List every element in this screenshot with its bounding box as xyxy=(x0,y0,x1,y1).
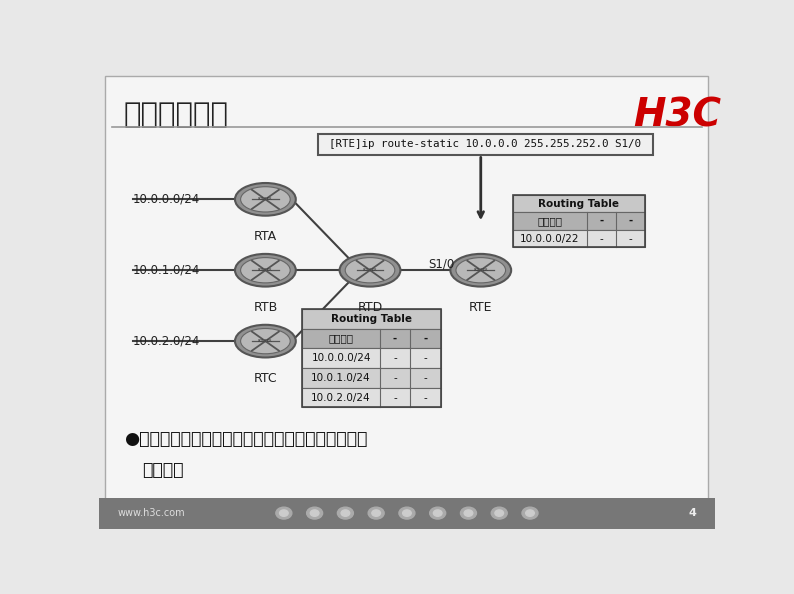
Circle shape xyxy=(372,510,380,516)
FancyBboxPatch shape xyxy=(303,388,441,407)
Text: -: - xyxy=(599,216,603,226)
Text: S1/0: S1/0 xyxy=(429,258,455,271)
FancyBboxPatch shape xyxy=(513,212,645,230)
Text: 10.0.0.0/24: 10.0.0.0/24 xyxy=(133,193,200,206)
FancyBboxPatch shape xyxy=(303,309,441,329)
Circle shape xyxy=(434,510,442,516)
Text: 10.0.1.0/24: 10.0.1.0/24 xyxy=(311,373,371,383)
Circle shape xyxy=(522,507,538,519)
FancyBboxPatch shape xyxy=(303,329,441,349)
Text: Routing Table: Routing Table xyxy=(331,314,412,324)
FancyBboxPatch shape xyxy=(513,230,645,247)
Text: RTC: RTC xyxy=(253,372,277,386)
Circle shape xyxy=(430,507,445,519)
Text: -: - xyxy=(424,393,427,403)
Ellipse shape xyxy=(450,254,511,286)
Ellipse shape xyxy=(241,187,290,212)
Text: Routing Table: Routing Table xyxy=(538,198,619,208)
Text: 路由聚合: 路由聚合 xyxy=(142,461,184,479)
Ellipse shape xyxy=(235,183,296,216)
Text: -: - xyxy=(423,334,428,343)
Text: www.h3c.com: www.h3c.com xyxy=(118,508,185,518)
Ellipse shape xyxy=(235,254,296,286)
FancyBboxPatch shape xyxy=(303,349,441,368)
Text: -: - xyxy=(424,353,427,364)
Text: 10.0.0.0/24: 10.0.0.0/24 xyxy=(311,353,371,364)
Circle shape xyxy=(341,510,349,516)
Circle shape xyxy=(337,507,353,519)
FancyBboxPatch shape xyxy=(513,195,645,212)
Circle shape xyxy=(279,510,288,516)
Circle shape xyxy=(306,507,322,519)
Text: ROUTER: ROUTER xyxy=(258,197,272,201)
Circle shape xyxy=(403,510,411,516)
FancyBboxPatch shape xyxy=(99,498,715,529)
Text: ROUTER: ROUTER xyxy=(363,268,377,272)
Ellipse shape xyxy=(235,325,296,358)
Text: RTE: RTE xyxy=(469,301,492,314)
Text: -: - xyxy=(393,373,397,383)
Ellipse shape xyxy=(340,254,400,286)
Circle shape xyxy=(276,507,292,519)
FancyBboxPatch shape xyxy=(106,76,708,499)
Text: H3C: H3C xyxy=(634,96,722,134)
Circle shape xyxy=(526,510,534,516)
Circle shape xyxy=(368,507,384,519)
Circle shape xyxy=(310,510,319,516)
Text: RTB: RTB xyxy=(253,301,278,314)
Text: RTD: RTD xyxy=(357,301,383,314)
Text: -: - xyxy=(424,373,427,383)
Text: ROUTER: ROUTER xyxy=(258,339,272,343)
Circle shape xyxy=(491,507,507,519)
Text: 4: 4 xyxy=(688,508,696,518)
Text: ●不需要运行动态路由协议时，也可用静态路由实现: ●不需要运行动态路由协议时，也可用静态路由实现 xyxy=(124,430,368,448)
Circle shape xyxy=(461,507,476,519)
Text: -: - xyxy=(628,216,633,226)
Text: -: - xyxy=(393,334,397,343)
Text: -: - xyxy=(393,353,397,364)
Ellipse shape xyxy=(241,328,290,354)
FancyBboxPatch shape xyxy=(318,134,653,154)
Text: ROUTER: ROUTER xyxy=(258,268,272,272)
Text: 10.0.0.0/22: 10.0.0.0/22 xyxy=(520,233,580,244)
Text: [RTE]ip route-static 10.0.0.0 255.255.252.0 S1/0: [RTE]ip route-static 10.0.0.0 255.255.25… xyxy=(330,140,642,150)
Text: 10.0.1.0/24: 10.0.1.0/24 xyxy=(133,264,200,277)
Text: 目标网络: 目标网络 xyxy=(538,216,562,226)
Text: -: - xyxy=(393,393,397,403)
Text: 10.0.2.0/24: 10.0.2.0/24 xyxy=(311,393,371,403)
Circle shape xyxy=(495,510,503,516)
Text: -: - xyxy=(599,233,603,244)
Text: 静态路由聚合: 静态路由聚合 xyxy=(124,101,229,129)
Ellipse shape xyxy=(456,258,506,283)
Text: 10.0.2.0/24: 10.0.2.0/24 xyxy=(133,334,200,347)
Ellipse shape xyxy=(241,258,290,283)
FancyBboxPatch shape xyxy=(303,368,441,388)
Text: RTA: RTA xyxy=(254,230,277,244)
Text: -: - xyxy=(629,233,632,244)
Text: ROUTER: ROUTER xyxy=(473,268,488,272)
Ellipse shape xyxy=(345,258,395,283)
Circle shape xyxy=(464,510,472,516)
Text: 目标网络: 目标网络 xyxy=(329,334,353,343)
Circle shape xyxy=(399,507,415,519)
